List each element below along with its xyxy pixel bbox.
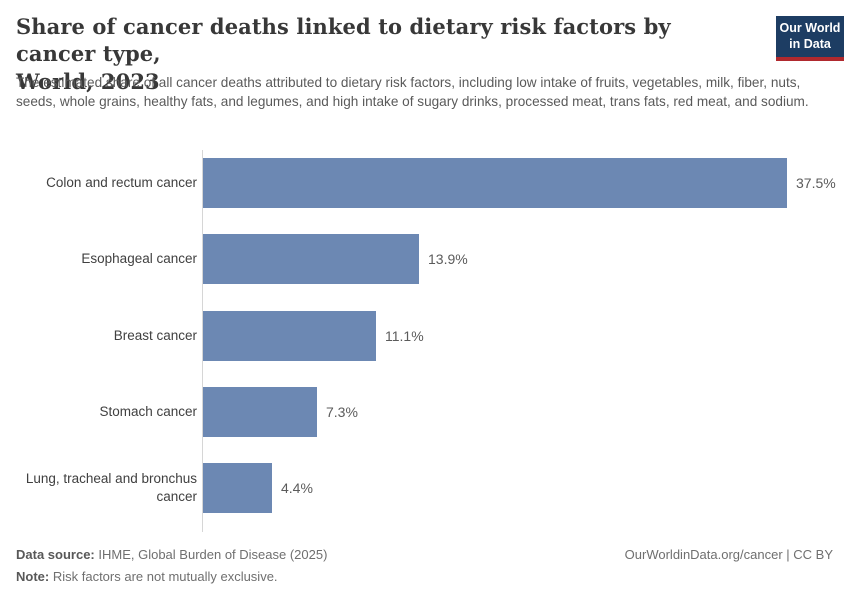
title-line-2: World, 2023: [16, 68, 160, 94]
note-text: Risk factors are not mutually exclusive.: [52, 569, 278, 585]
category-label: Stomach cancer: [99, 403, 197, 419]
data-source-label: Data source:: [16, 547, 95, 562]
bar[interactable]: [203, 158, 787, 208]
bar[interactable]: [203, 386, 317, 437]
chart-subtitle: The estimated share of all cancer deaths…: [16, 75, 809, 109]
owid-credit: OurWorldinData.org/cancer | CC BY: [624, 547, 833, 562]
value-label: 11.1%: [385, 327, 424, 344]
page-title: Share of cancer deaths linked to dietary…: [16, 13, 756, 95]
title-line-1: Share of cancer deaths linked to dietary…: [16, 14, 671, 67]
owid-logo-box: Our World in Data: [776, 16, 844, 57]
bar-chart: Colon and rectum cancer 37.5% Esophageal c…: [0, 150, 850, 532]
owid-logo-accent-bar: [776, 56, 844, 61]
note-line: Note: Risk factors are not mutually excl…: [16, 566, 834, 588]
owid-logo-line-2: in Data: [789, 36, 831, 51]
bar[interactable]: [203, 310, 376, 361]
value-label: 7.3%: [326, 403, 358, 420]
y-axis-line: [202, 150, 203, 532]
footer: Data source: IHME, Global Burden of Dise…: [16, 544, 834, 588]
category-label: Breast cancer: [113, 327, 197, 343]
value-label: 13.9%: [428, 251, 468, 268]
bar[interactable]: [203, 234, 419, 285]
category-label: Esophageal cancer: [81, 251, 197, 267]
bar[interactable]: [203, 463, 272, 513]
data-source-text: IHME, Global Burden of Disease (2025): [98, 547, 328, 562]
note-label: Note:: [16, 569, 50, 585]
owid-logo-line-1: Our World: [779, 21, 841, 35]
value-label: 37.5%: [796, 175, 836, 191]
owid-logo[interactable]: Our World in Data: [776, 16, 844, 61]
category-label: Lung, tracheal and bronchus cancer: [25, 471, 197, 504]
value-label: 4.4%: [281, 480, 313, 496]
data-source-line: Data source: IHME, Global Burden of Dise…: [16, 544, 834, 566]
category-label: Colon and rectum cancer: [46, 175, 197, 191]
